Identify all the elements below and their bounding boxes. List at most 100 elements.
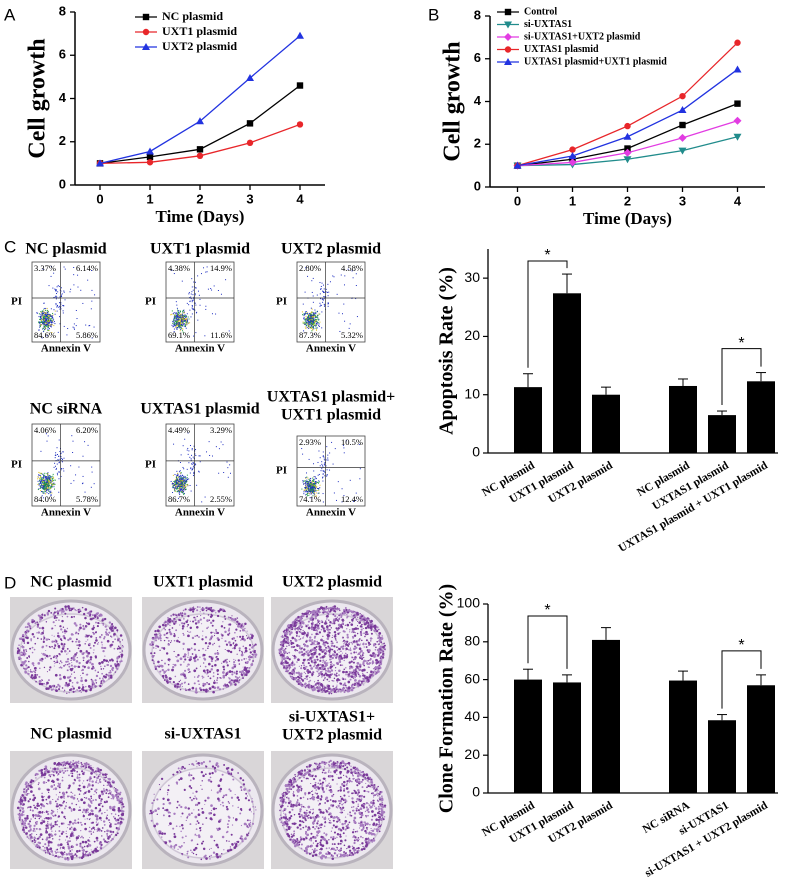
colony	[177, 654, 179, 656]
flow-event	[56, 297, 57, 298]
flow-event	[326, 446, 327, 447]
colony	[212, 620, 214, 622]
flow-event	[306, 480, 307, 481]
colony	[180, 657, 183, 660]
flow-event	[185, 319, 186, 320]
colony	[333, 650, 335, 652]
colony	[215, 612, 216, 613]
colony	[340, 647, 341, 648]
flow-event	[198, 291, 199, 292]
flow-event	[186, 318, 187, 319]
colony	[77, 666, 79, 668]
flow-event	[193, 336, 194, 337]
quadrant-label: 6.20%	[76, 425, 98, 435]
flow-event	[41, 313, 42, 314]
flow-event	[50, 480, 51, 481]
colony	[122, 639, 123, 640]
colony	[60, 660, 61, 661]
flow-event	[178, 314, 179, 315]
colony	[253, 651, 255, 653]
colony	[349, 629, 350, 630]
flow-event	[44, 475, 45, 476]
colony	[314, 617, 316, 619]
flow-event	[304, 490, 305, 491]
colony	[176, 659, 179, 662]
colony	[183, 634, 185, 636]
flow-event	[303, 315, 304, 316]
colony	[184, 613, 187, 616]
flow-event	[39, 484, 40, 485]
colony	[64, 650, 67, 653]
colony	[361, 669, 364, 672]
colony	[210, 622, 212, 624]
flow-event	[57, 447, 58, 448]
flow-event	[207, 271, 208, 272]
colony	[73, 655, 76, 658]
colony	[92, 684, 93, 685]
colony	[218, 645, 220, 647]
colony	[197, 680, 199, 682]
colony	[159, 636, 161, 638]
colony	[176, 617, 177, 618]
colony	[184, 653, 186, 655]
flow-event	[309, 479, 310, 480]
flow-event	[49, 314, 50, 315]
colony	[363, 657, 364, 658]
colony	[187, 615, 189, 617]
flow-event	[222, 444, 223, 445]
flow-event	[50, 491, 51, 492]
colony	[152, 638, 153, 639]
colony	[223, 668, 225, 670]
flow-event	[302, 454, 303, 455]
flow-event	[183, 477, 184, 478]
colony	[173, 681, 175, 683]
flow-event	[187, 485, 188, 486]
quadrant-label: 86.7%	[168, 494, 190, 504]
colony	[75, 641, 77, 643]
colony	[246, 671, 248, 673]
flow-event	[178, 310, 179, 311]
colony	[158, 625, 161, 628]
colony	[242, 675, 243, 676]
colony	[107, 674, 109, 676]
x-tick-label: 0	[514, 193, 521, 208]
flow-panel: UXTAS1 plasmid+UXT1 plasmid2.93%10.5%74.…	[267, 389, 395, 519]
colony	[349, 649, 351, 651]
quadrant-label: 3.29%	[210, 425, 232, 435]
colony	[152, 655, 154, 657]
legend-label: UXT2 plasmid	[162, 39, 237, 53]
colony	[233, 618, 236, 621]
colony	[72, 682, 73, 683]
colony	[245, 647, 248, 650]
colony	[63, 691, 64, 692]
colony	[250, 651, 252, 653]
colony	[202, 631, 203, 632]
flow-event	[206, 451, 207, 452]
quadrant-label: 69.1%	[168, 330, 190, 340]
flow-event	[184, 480, 185, 481]
flow-event	[316, 312, 317, 313]
flow-event	[58, 492, 59, 493]
flow-event	[327, 284, 328, 285]
colony	[185, 688, 186, 689]
y-tick-label: 20	[464, 327, 480, 343]
flow-event	[176, 486, 177, 487]
flow-event	[317, 323, 318, 324]
colony	[345, 674, 346, 675]
colony	[172, 666, 174, 668]
colony	[306, 678, 308, 680]
colony	[184, 658, 186, 660]
flow-event	[320, 457, 321, 458]
flow-event	[183, 468, 184, 469]
flow-event	[197, 320, 198, 321]
colony	[205, 650, 206, 651]
colony	[306, 615, 308, 617]
flow-event	[305, 491, 306, 492]
flow-event	[55, 466, 56, 467]
flow-event	[88, 325, 89, 326]
colony	[236, 624, 237, 625]
flow-event	[72, 452, 73, 453]
flow-event	[195, 449, 196, 450]
colony	[194, 659, 197, 662]
flow-event	[50, 315, 51, 316]
